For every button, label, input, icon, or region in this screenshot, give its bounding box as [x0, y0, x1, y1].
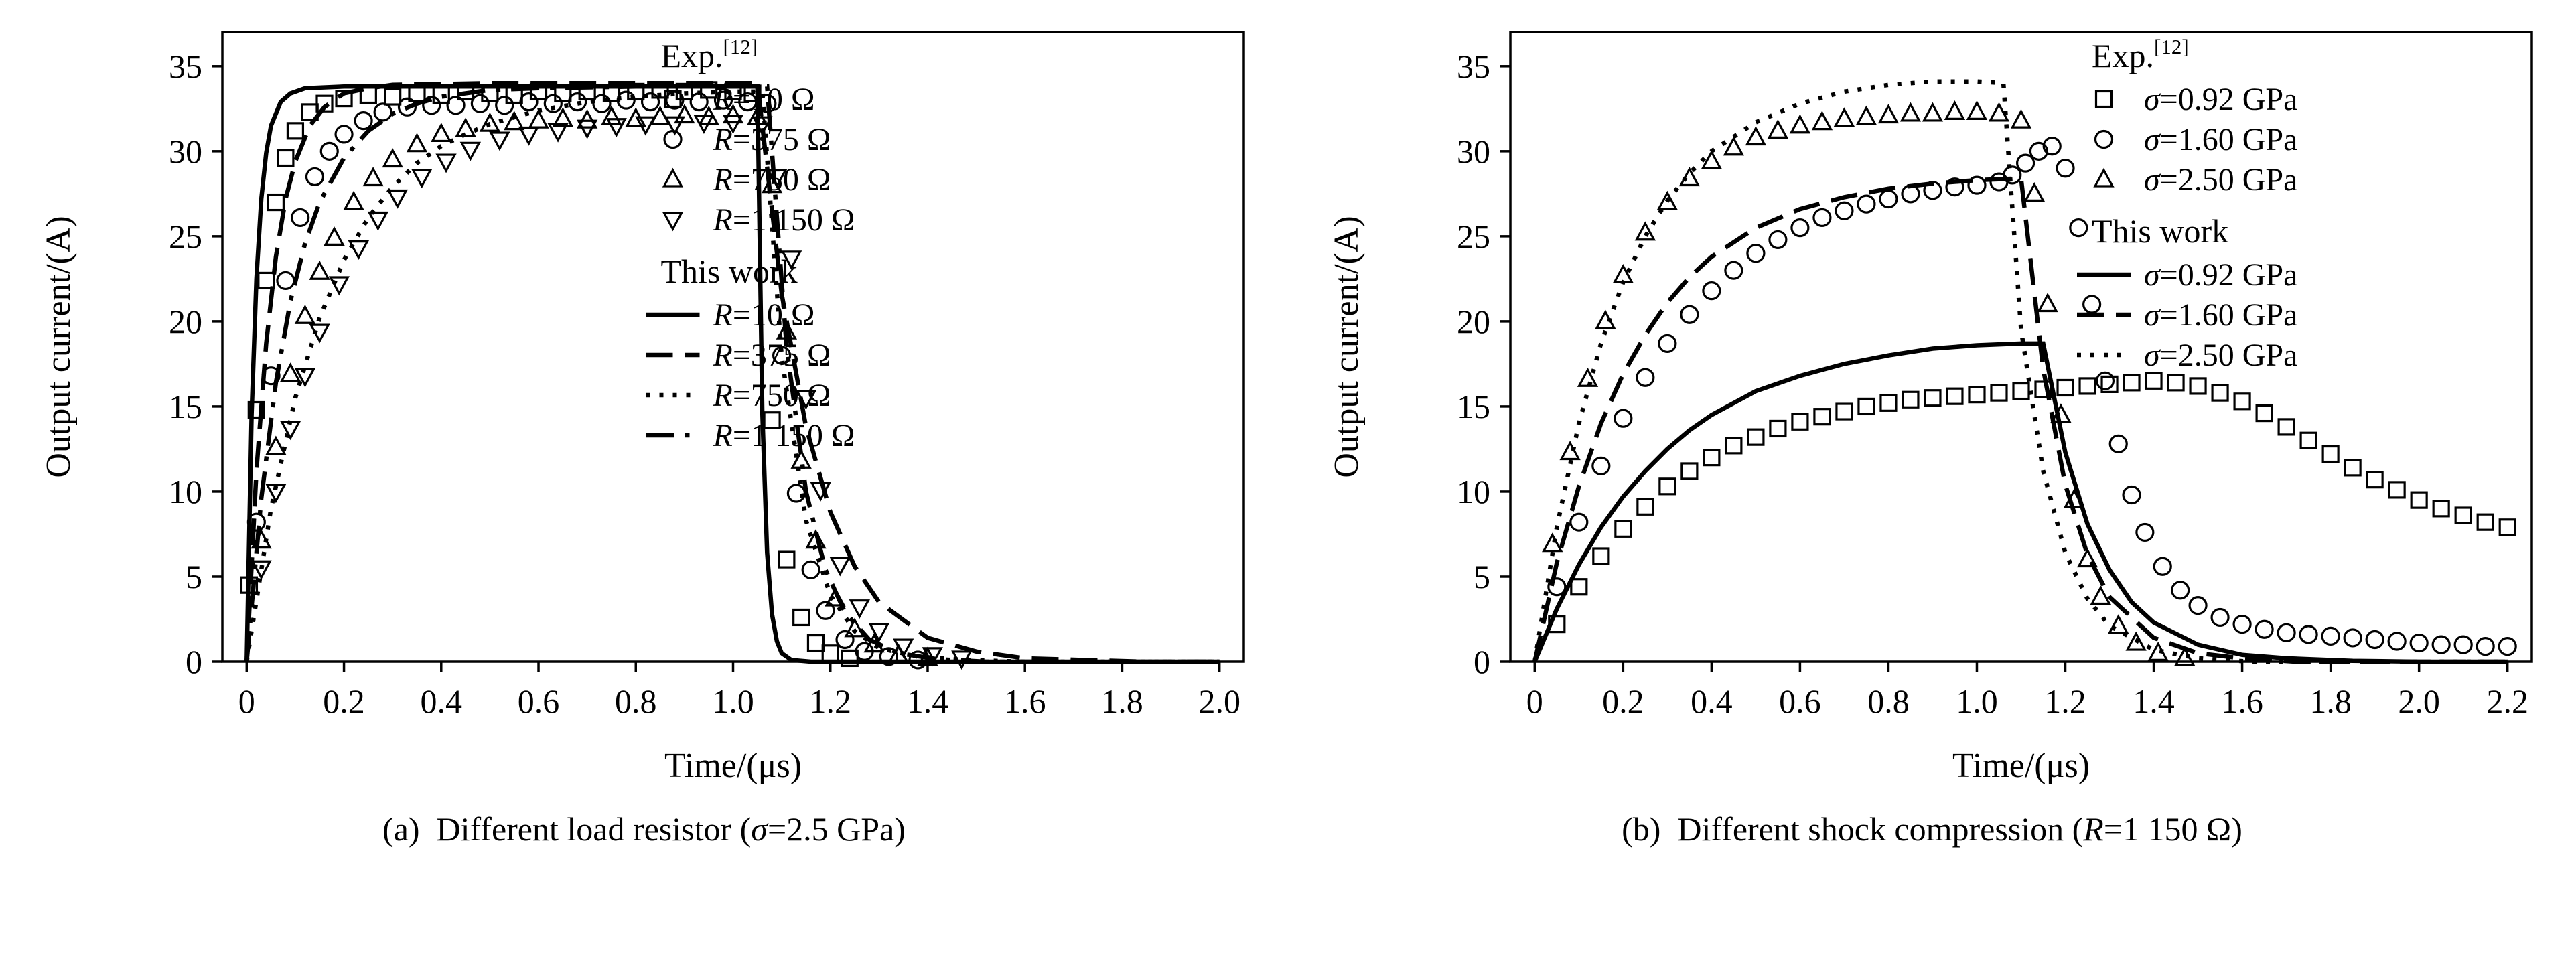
series-sim-s250	[1532, 79, 2508, 664]
y-tick-label: 35	[1457, 48, 1490, 85]
x-tick-label: 1.0	[712, 682, 754, 720]
y-tick-label: 5	[1474, 558, 1490, 595]
caption-b: (b) Different shock compression (R=1 150…	[1622, 810, 2242, 848]
x-tick-label: 1.2	[809, 682, 851, 720]
x-axis: 0 0.2 0.4 0.6 0.8 1.0 1.2 1.4 1.6 1.8 2.0 2.2	[1526, 662, 2528, 720]
x-tick-label: 1.4	[906, 682, 948, 720]
x-tick-label: 0.6	[1779, 682, 1821, 720]
legend: Exp.[12] σ=0.92 GPa σ=1.60 GPa σ=2.50 GPa Th…	[2076, 35, 2297, 373]
triangle-up-marker-icon	[662, 167, 683, 188]
x-tick-label: 1.4	[2133, 682, 2175, 720]
y-tick-label: 30	[1457, 133, 1490, 170]
x-tick-label: 2.0	[1198, 682, 1240, 720]
series-sim-s092	[1532, 341, 2508, 664]
y-tick-label: 20	[169, 303, 202, 340]
square-marker-icon	[2094, 90, 2113, 108]
series-exp-s092	[1547, 372, 2516, 634]
y-tick-label: 25	[169, 218, 202, 255]
x-tick-label: 1.2	[2044, 682, 2086, 720]
x-tick-label: 0.4	[1691, 682, 1733, 720]
legend-item-label: R=1 150 Ω	[712, 202, 855, 238]
legend-title: This work	[660, 252, 797, 290]
y-tick-label: 30	[169, 133, 202, 170]
x-tick-label: 0.4	[420, 682, 462, 720]
chart-svg-b: 0 0.2 0.4 0.6 0.8 1.0 1.2 1.4 1.6 1.8 2.0 2.2 0 5 10 15…	[1328, 31, 2533, 785]
circle-marker-icon	[662, 129, 683, 149]
legend-item-label: σ=1.60 GPa	[2144, 122, 2297, 157]
y-tick-label: 15	[1457, 388, 1490, 425]
square-marker-icon	[663, 90, 682, 108]
x-axis-title: Time/(μs)	[1952, 747, 2089, 785]
y-tick-label: 20	[1457, 303, 1490, 340]
legend-item-label: R=1 150 Ω	[712, 418, 855, 453]
series-exp-R1150	[250, 115, 972, 670]
legend-item-label: R=750 Ω	[712, 162, 831, 198]
legend-item-label: σ=2.50 GPa	[2144, 162, 2297, 198]
x-axis: 0 0.2 0.4 0.6 0.8 1.0 1.2 1.4 1.6 1.8 2.0	[238, 662, 1240, 720]
series-exp-R10	[240, 81, 859, 668]
chart-b: 0 0.2 0.4 0.6 0.8 1.0 1.2 1.4 1.6 1.8 2.0 2.2 0 5 10 15…	[1309, 12, 2555, 792]
y-axis-title: Output current/(A)	[40, 216, 78, 477]
y-axis: 0 5 10 15 20 25 30 35	[1457, 48, 1510, 680]
panel-a: 0 0.2 0.4 0.6 0.8 1.0 1.2 1.4 1.6 1.8 2.0 0 5 10 15 20 2…	[0, 12, 1288, 849]
x-tick-label: 0	[238, 682, 255, 720]
y-tick-label: 10	[1457, 473, 1490, 510]
y-axis-title: Output current/(A)	[1328, 216, 1366, 477]
series-exp-R750	[250, 104, 938, 666]
legend-item-label: R=10 Ω	[712, 297, 814, 333]
y-tick-label: 0	[1474, 643, 1490, 680]
x-tick-label: 1.0	[1956, 682, 1998, 720]
x-tick-label: 1.8	[2309, 682, 2352, 720]
x-axis-title: Time/(μs)	[664, 747, 801, 785]
x-tick-label: 0.8	[1867, 682, 1910, 720]
legend-item-label: R=375 Ω	[712, 338, 831, 373]
legend-item-label: R=10 Ω	[712, 82, 814, 117]
legend-item-label: R=375 Ω	[712, 122, 831, 157]
panel-b: 0 0.2 0.4 0.6 0.8 1.0 1.2 1.4 1.6 1.8 2.0 2.2 0 5 10 15…	[1288, 12, 2576, 849]
series-sim-R1150	[244, 84, 1220, 664]
chart-a: 0 0.2 0.4 0.6 0.8 1.0 1.2 1.4 1.6 1.8 2.0 0 5 10 15 20 2…	[21, 12, 1267, 792]
y-tick-label: 15	[169, 388, 202, 425]
x-tick-label: 1.6	[1003, 682, 1046, 720]
legend-item-label: σ=0.92 GPa	[2144, 82, 2297, 117]
x-tick-label: 1.8	[1101, 682, 1143, 720]
y-tick-label: 5	[186, 558, 202, 595]
figure: 0 0.2 0.4 0.6 0.8 1.0 1.2 1.4 1.6 1.8 2.0 0 5 10 15 20 2…	[0, 12, 2576, 849]
x-tick-label: 0.2	[1602, 682, 1644, 720]
legend: Exp.[12] R=10 Ω R=375 Ω R=750 Ω R=1 150 Ω Thi…	[646, 35, 855, 453]
legend-title: Exp.[12]	[660, 35, 758, 74]
legend-item-label: σ=0.92 GPa	[2144, 257, 2297, 293]
triangle-down-marker-icon	[662, 212, 683, 232]
x-tick-label: 0.8	[615, 682, 657, 720]
circle-marker-icon	[2094, 129, 2113, 149]
triangle-up-marker-icon	[2092, 167, 2115, 188]
series-sim-R375	[244, 80, 1220, 664]
x-tick-label: 0.2	[323, 682, 365, 720]
legend-title: This work	[2092, 212, 2228, 250]
y-tick-label: 10	[169, 473, 202, 510]
caption-a: (a) Different load resistor (σ=2.5 GPa)	[382, 810, 906, 848]
x-tick-label: 1.6	[2221, 682, 2263, 720]
legend-item-label: σ=2.50 GPa	[2144, 338, 2297, 373]
y-tick-label: 0	[186, 643, 202, 680]
series-exp-R375	[246, 90, 928, 670]
legend-item-label: σ=1.60 GPa	[2144, 297, 2297, 333]
y-axis: 0 5 10 15 20 25 30 35	[169, 48, 222, 680]
chart-svg-a: 0 0.2 0.4 0.6 0.8 1.0 1.2 1.4 1.6 1.8 2.0 0 5 10 15 20 2…	[40, 31, 1245, 785]
series-exp-s160	[1547, 137, 2517, 656]
x-tick-label: 0	[1526, 682, 1543, 720]
plot-frame	[1508, 31, 2533, 663]
legend-item-label: R=750 Ω	[712, 378, 831, 413]
legend-title: Exp.[12]	[2092, 35, 2189, 74]
y-tick-label: 25	[1457, 218, 1490, 255]
series-sim-s160	[1532, 176, 2508, 664]
y-tick-label: 35	[169, 48, 202, 85]
x-tick-label: 0.6	[517, 682, 559, 720]
x-tick-label: 2.0	[2398, 682, 2440, 720]
x-tick-label: 2.2	[2486, 682, 2528, 720]
